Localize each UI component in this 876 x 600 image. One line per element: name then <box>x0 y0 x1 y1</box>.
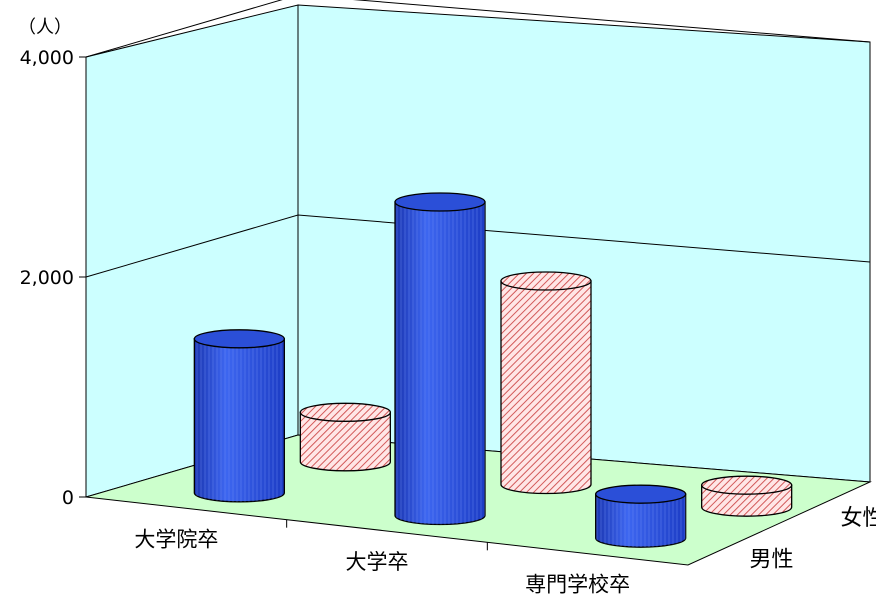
series-label: 男性 <box>750 547 794 572</box>
x-category-label: 専門学校卒 <box>525 573 630 595</box>
bar-female-1 <box>501 272 591 494</box>
x-category-label: 大学院卒 <box>134 527 218 551</box>
x-category-label: 大学卒 <box>346 550 409 574</box>
bar-top <box>596 485 686 503</box>
bar-male-0 <box>194 330 284 502</box>
bar-male-1 <box>395 193 485 525</box>
bar-top <box>300 403 390 421</box>
bar-top <box>702 476 792 494</box>
y-unit-label: （人） <box>18 17 72 38</box>
y-tick-label: 0 <box>62 487 74 509</box>
bar-female-2 <box>702 476 792 516</box>
series-label: 女性 <box>841 506 876 531</box>
bar-top <box>194 330 284 348</box>
bar-female-0 <box>300 403 390 470</box>
bar-body-texture <box>194 339 284 502</box>
bar-body <box>501 281 591 494</box>
bar-male-2 <box>596 485 686 547</box>
y-tick-label: 2,000 <box>20 267 74 289</box>
y-tick-label: 4,000 <box>20 47 74 69</box>
bar-body-texture <box>395 202 485 525</box>
bar-top <box>395 193 485 211</box>
bar-top <box>501 272 591 290</box>
